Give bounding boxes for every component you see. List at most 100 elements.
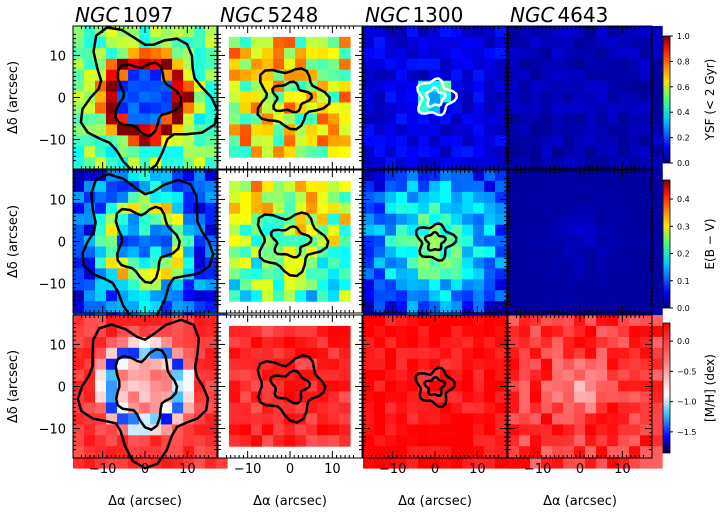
colorbar-tick-label: 1.0 — [677, 32, 690, 41]
x-tick-label: −10 — [234, 462, 261, 477]
column-title-3: NGC 4643 — [510, 3, 608, 27]
colorbar-tick-label: 0.0 — [677, 304, 690, 313]
contour — [256, 211, 330, 278]
contour-lines — [416, 77, 459, 117]
y-axis-title: Δδ (arcsec) — [6, 61, 21, 134]
panel-r2-c1 — [217, 314, 363, 459]
panel-r2-c2 — [362, 314, 518, 469]
x-tick-label: 0 — [141, 462, 149, 477]
contour — [256, 67, 331, 131]
contour — [114, 205, 182, 285]
x-tick-label: 0 — [286, 462, 294, 477]
colorbar-0: 0.0 0.2 0.4 0.6 0.8 1.0 YSF (< 2 Gyr) — [662, 32, 717, 168]
x-axis-title: Δα (arcsec) — [398, 494, 472, 509]
contour — [271, 80, 314, 114]
y-tick-label: 10 — [49, 338, 66, 353]
panel-r2-c0 — [72, 314, 228, 470]
y-axis-title: Δδ (arcsec) — [6, 350, 21, 423]
column-title-2: NGC 1300 — [365, 3, 463, 27]
colorbar-tick-label: 0.0 — [677, 159, 690, 168]
panel-r0-c0 — [72, 25, 228, 180]
x-axis-title: Δα (arcsec) — [543, 494, 617, 509]
panel-r2-c3 — [507, 314, 663, 469]
panel-ticks — [363, 170, 507, 313]
x-tick-label: 0 — [431, 462, 439, 477]
heatmap-cells — [73, 315, 228, 469]
contour-lines — [256, 211, 330, 278]
colorbar-title: YSF (< 2 Gyr) — [703, 59, 717, 142]
x-tick-label: 0 — [576, 462, 584, 477]
panel-ticks — [218, 315, 362, 458]
panel-ticks — [218, 170, 362, 313]
colorbar-gradient — [662, 179, 671, 309]
x-tick-label: 10 — [469, 462, 486, 477]
heatmap-cells — [229, 180, 351, 302]
panel-ticks — [508, 315, 652, 458]
heatmap-cells — [229, 325, 351, 447]
heatmap-cells — [363, 315, 518, 469]
contour — [256, 354, 327, 424]
contour — [114, 61, 183, 137]
colorbar-tick-label: 0.2 — [677, 250, 690, 259]
heatmap-cells — [508, 315, 663, 469]
heatmap-cells — [229, 36, 351, 158]
contour-lines — [81, 172, 215, 325]
contour — [414, 366, 457, 408]
panel-r1-c2 — [362, 169, 518, 324]
colorbar-tick-label: 0.2 — [677, 134, 690, 143]
panel-ticks — [363, 315, 507, 458]
contour-lines — [414, 222, 458, 262]
colorbar-tick-label: −1.0 — [677, 398, 696, 407]
column-title-1: NGC 5248 — [220, 3, 318, 27]
panel-r0-c1 — [217, 25, 363, 170]
heatmap-cells — [508, 170, 663, 324]
contour-lines — [79, 26, 220, 175]
y-tick-label: 10 — [49, 193, 66, 208]
colorbar-2: 0.0 −0.5 −1.0 −1.5 [M/H] (dex) — [662, 322, 717, 454]
x-tick-label: 10 — [179, 462, 196, 477]
colorbar-tick-label: −1.5 — [677, 428, 696, 437]
panel-r1-c1 — [217, 169, 363, 314]
heatmap-cells — [508, 26, 663, 180]
contour — [414, 222, 458, 262]
colorbar-tick-label: 0.4 — [677, 195, 690, 204]
x-axis-title: Δα (arcsec) — [108, 494, 182, 509]
panel-ticks — [73, 315, 217, 458]
panel-ticks — [508, 170, 652, 313]
contour — [423, 375, 447, 397]
contour — [416, 77, 459, 117]
contour-lines — [256, 67, 331, 131]
contour — [79, 26, 220, 175]
colorbar-tick-label: −0.5 — [677, 367, 696, 376]
x-axis-title: Δα (arcsec) — [253, 494, 327, 509]
colorbar-1: 0.0 0.1 0.2 0.3 0.4 E(B − V) — [662, 179, 717, 313]
panel-r0-c3 — [507, 25, 663, 180]
contour — [269, 225, 313, 259]
y-tick-label: −10 — [39, 134, 66, 149]
colorbar-gradient — [662, 35, 671, 164]
colorbar-tick-label: 0.6 — [677, 83, 690, 92]
x-tick-label: −10 — [379, 462, 406, 477]
x-tick-label: −10 — [524, 462, 551, 477]
colorbar-title: [M/H] (dex) — [703, 354, 717, 422]
contour — [114, 347, 179, 432]
panel-ticks — [218, 26, 362, 169]
contour — [81, 172, 215, 325]
contour — [423, 230, 447, 252]
colorbar-gradient — [662, 322, 671, 454]
colorbar-tick-label: 0.3 — [677, 222, 690, 231]
column-title-0: NGC 1097 — [75, 3, 173, 27]
y-tick-label: −10 — [39, 423, 66, 438]
colorbar-tick-label: 0.0 — [677, 337, 690, 346]
colorbar-title: E(B − V) — [703, 218, 717, 269]
contour — [424, 86, 447, 109]
panel-ticks — [508, 26, 652, 169]
panel-r1-c0 — [72, 169, 228, 325]
colorbar-tick-label: 0.8 — [677, 57, 690, 66]
panel-ticks — [73, 170, 217, 313]
panel-ticks — [73, 26, 217, 169]
x-tick-label: 10 — [324, 462, 341, 477]
y-tick-label: 0 — [58, 381, 66, 396]
y-tick-label: 10 — [49, 49, 66, 64]
